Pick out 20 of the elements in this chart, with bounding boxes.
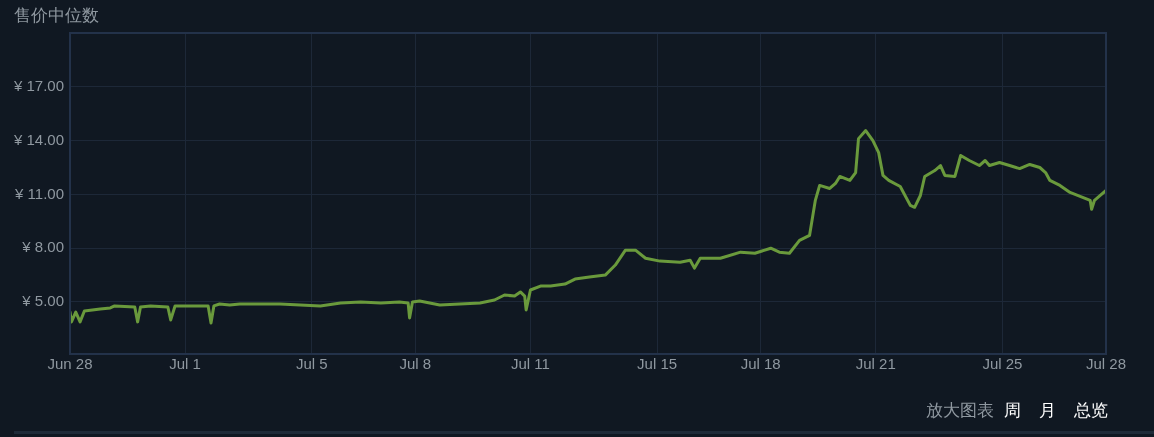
text: 放大图表	[926, 400, 994, 422]
x-tick-label: Jul 28	[1085, 355, 1127, 373]
x-tick-label: Jul 21	[855, 355, 896, 373]
x-tick-label: Jul 1	[169, 355, 201, 373]
y-tick-label: ¥ 8.00	[21, 238, 64, 256]
x-tick-label: Jul 15	[637, 355, 678, 373]
text: 月	[1039, 400, 1056, 422]
text: 总览	[1074, 400, 1108, 422]
text: 周	[1004, 400, 1021, 422]
y-tick-label: ¥ 14.00	[12, 130, 64, 148]
x-tick-label: Jul 5	[295, 355, 328, 373]
y-tick-label: ¥ 11.00	[14, 184, 64, 202]
y-tick-label: ¥ 17.00	[12, 76, 64, 94]
x-tick-label: Jul 18	[740, 355, 781, 373]
chart-title: 售价中位数	[14, 5, 99, 27]
y-tick-label: ¥ 5.00	[21, 292, 64, 310]
x-tick-label: Jul 25	[982, 355, 1023, 373]
x-tick-label: Jul 11	[510, 355, 550, 373]
x-tick-label: Jul 8	[399, 355, 432, 373]
x-tick-label: Jun 28	[47, 355, 93, 373]
